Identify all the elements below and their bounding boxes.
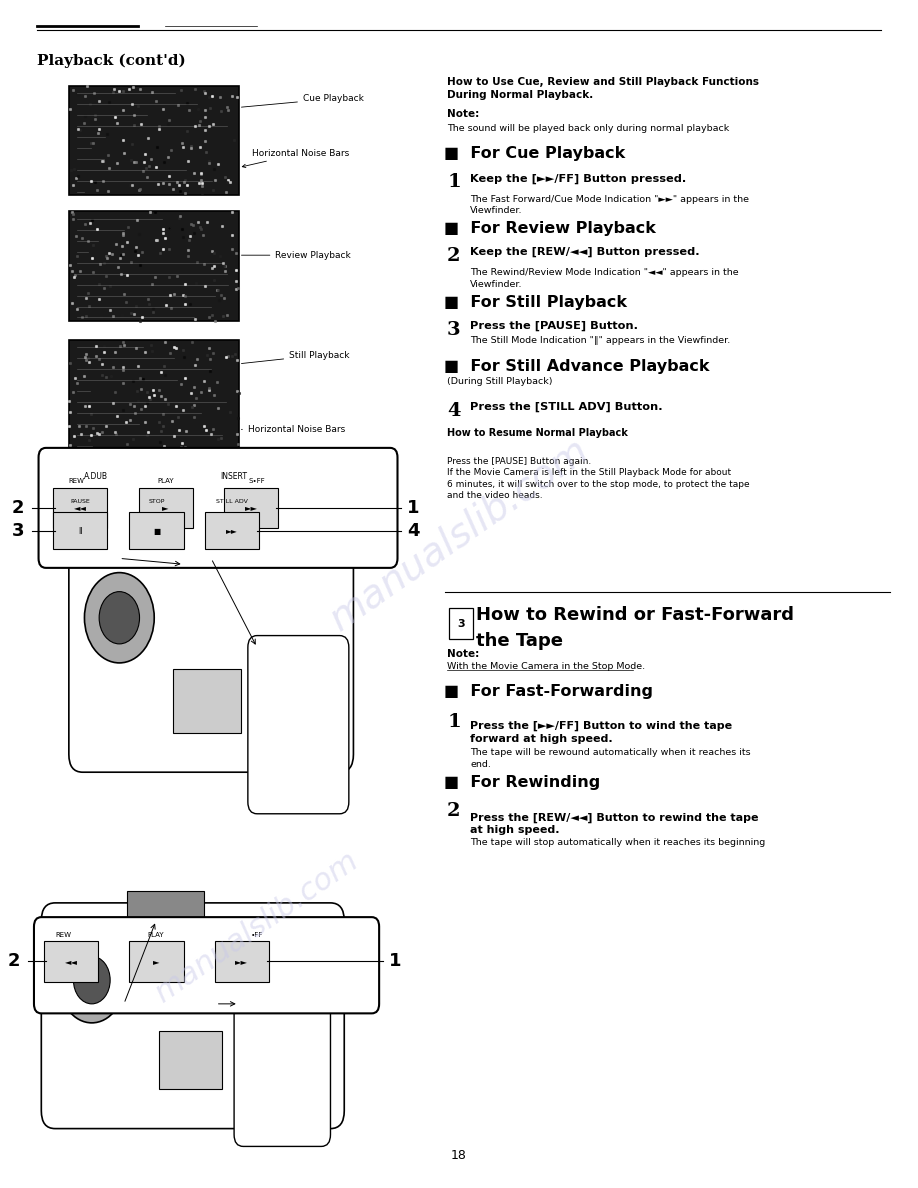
Text: Note:: Note: [447,109,479,119]
FancyBboxPatch shape [69,340,239,449]
Text: A.DUB: A.DUB [84,472,108,481]
Text: Playback (cont'd): Playback (cont'd) [37,53,185,68]
Text: 18: 18 [451,1149,467,1162]
FancyBboxPatch shape [127,891,204,929]
Text: 3: 3 [457,619,465,628]
Text: ■  For Cue Playback: ■ For Cue Playback [444,146,625,162]
FancyBboxPatch shape [41,903,344,1129]
Text: ►: ► [153,956,160,966]
Text: ■: ■ [153,526,160,536]
Text: 3: 3 [447,321,461,339]
Text: The tape will be rewound automatically when it reaches its
end.: The tape will be rewound automatically w… [470,748,751,769]
FancyBboxPatch shape [234,980,330,1146]
Circle shape [84,573,154,663]
FancyBboxPatch shape [145,526,222,567]
Text: ►►: ►► [226,526,238,536]
Text: The Still Mode Indication "‖" appears in the Viewfinder.: The Still Mode Indication "‖" appears in… [470,336,730,346]
Text: How to Use Cue, Review and Still Playback Functions
During Normal Playback.: How to Use Cue, Review and Still Playbac… [447,77,759,101]
Text: The sound will be played back only during normal playback: The sound will be played back only durin… [447,124,729,133]
Text: ■  For Still Advance Playback: ■ For Still Advance Playback [444,359,710,374]
FancyBboxPatch shape [53,487,107,527]
Text: Press the [PAUSE] Button again.
If the Movie Camera is left in the Still Playbac: Press the [PAUSE] Button again. If the M… [447,457,750,500]
Text: PLAY: PLAY [148,931,164,937]
Text: With the Movie Camera in the Stop Mode.: With the Movie Camera in the Stop Mode. [447,662,645,671]
Text: ◄◄: ◄◄ [64,956,78,966]
Circle shape [59,937,125,1023]
Text: 1: 1 [447,713,461,731]
Text: ►►: ►► [235,956,249,966]
Text: 1: 1 [447,173,461,191]
Text: PAUSE: PAUSE [71,499,90,504]
Text: Horizontal Noise Bars: Horizontal Noise Bars [241,425,345,434]
Text: ∙FF: ∙FF [251,931,263,937]
Text: PLAY: PLAY [157,478,174,485]
FancyBboxPatch shape [159,1031,222,1089]
Text: Still Playback: Still Playback [241,350,350,364]
Text: The tape will stop automatically when it reaches its beginning: The tape will stop automatically when it… [470,838,766,847]
Text: ■  For Fast-Forwarding: ■ For Fast-Forwarding [444,684,654,700]
Text: The Rewind/Review Mode Indication "◄◄" appears in the
Viewfinder.: The Rewind/Review Mode Indication "◄◄" a… [470,268,739,289]
FancyBboxPatch shape [69,86,239,195]
Circle shape [99,592,140,644]
FancyBboxPatch shape [34,917,379,1013]
FancyBboxPatch shape [69,535,353,772]
FancyBboxPatch shape [44,941,98,981]
Text: the Tape: the Tape [476,632,564,650]
Text: INSERT: INSERT [220,472,248,481]
FancyBboxPatch shape [248,636,349,814]
Text: STILL ADV: STILL ADV [216,499,248,504]
Text: The Fast Forward/Cue Mode Indication "►►" appears in the
Viewfinder.: The Fast Forward/Cue Mode Indication "►►… [470,195,749,215]
FancyBboxPatch shape [449,608,473,639]
Text: ■  For Rewinding: ■ For Rewinding [444,775,600,790]
Text: manualslib.com: manualslib.com [322,431,596,638]
Text: ■  For Still Playback: ■ For Still Playback [444,295,627,310]
Text: II: II [78,526,83,536]
Text: 1: 1 [407,499,420,517]
FancyBboxPatch shape [129,941,184,981]
Text: Keep the [REW/◄◄] Button pressed.: Keep the [REW/◄◄] Button pressed. [470,247,700,258]
FancyBboxPatch shape [69,211,239,321]
Text: Review Playback: Review Playback [241,251,352,260]
FancyBboxPatch shape [129,512,184,549]
Text: Press the [►►/FF] Button to wind the tape
forward at high speed.: Press the [►►/FF] Button to wind the tap… [470,721,733,744]
FancyBboxPatch shape [139,487,193,527]
Text: Horizontal Noise Bars: Horizontal Noise Bars [242,148,350,168]
FancyBboxPatch shape [224,487,278,527]
Text: ■  For Review Playback: ■ For Review Playback [444,221,656,236]
Text: How to Resume Normal Playback: How to Resume Normal Playback [447,428,628,437]
Text: ►►: ►► [244,504,258,512]
Text: 2: 2 [7,953,20,971]
Text: Press the [REW/◄◄] Button to rewind the tape
at high speed.: Press the [REW/◄◄] Button to rewind the … [470,813,758,835]
Text: 2: 2 [447,247,461,265]
Text: 1: 1 [388,953,401,971]
FancyBboxPatch shape [215,941,269,981]
Text: ◄◄: ◄◄ [73,504,87,512]
Text: Press the [STILL ADV] Button.: Press the [STILL ADV] Button. [470,402,663,412]
Text: 3: 3 [12,522,25,541]
Text: 2: 2 [447,802,461,820]
FancyBboxPatch shape [205,512,259,549]
Text: manualslib.com: manualslib.com [150,846,364,1007]
Text: REW: REW [55,931,71,937]
Text: STOP: STOP [149,499,164,504]
Circle shape [73,956,110,1004]
FancyBboxPatch shape [53,512,107,549]
Text: How to Rewind or Fast-Forward: How to Rewind or Fast-Forward [476,606,794,624]
Text: REW: REW [69,478,84,485]
Text: 2: 2 [12,499,25,517]
Text: Cue Playback: Cue Playback [241,94,364,107]
Text: Note:: Note: [447,649,479,658]
Text: (During Still Playback): (During Still Playback) [447,377,553,386]
Text: ►: ► [162,504,169,512]
Text: Keep the [►►/FF] Button pressed.: Keep the [►►/FF] Button pressed. [470,173,687,184]
Text: Press the [PAUSE] Button.: Press the [PAUSE] Button. [470,321,638,331]
Text: 4: 4 [407,522,420,541]
Text: S∙FF: S∙FF [249,478,265,485]
Text: 4: 4 [447,402,461,419]
FancyBboxPatch shape [39,448,397,568]
FancyBboxPatch shape [173,669,241,733]
